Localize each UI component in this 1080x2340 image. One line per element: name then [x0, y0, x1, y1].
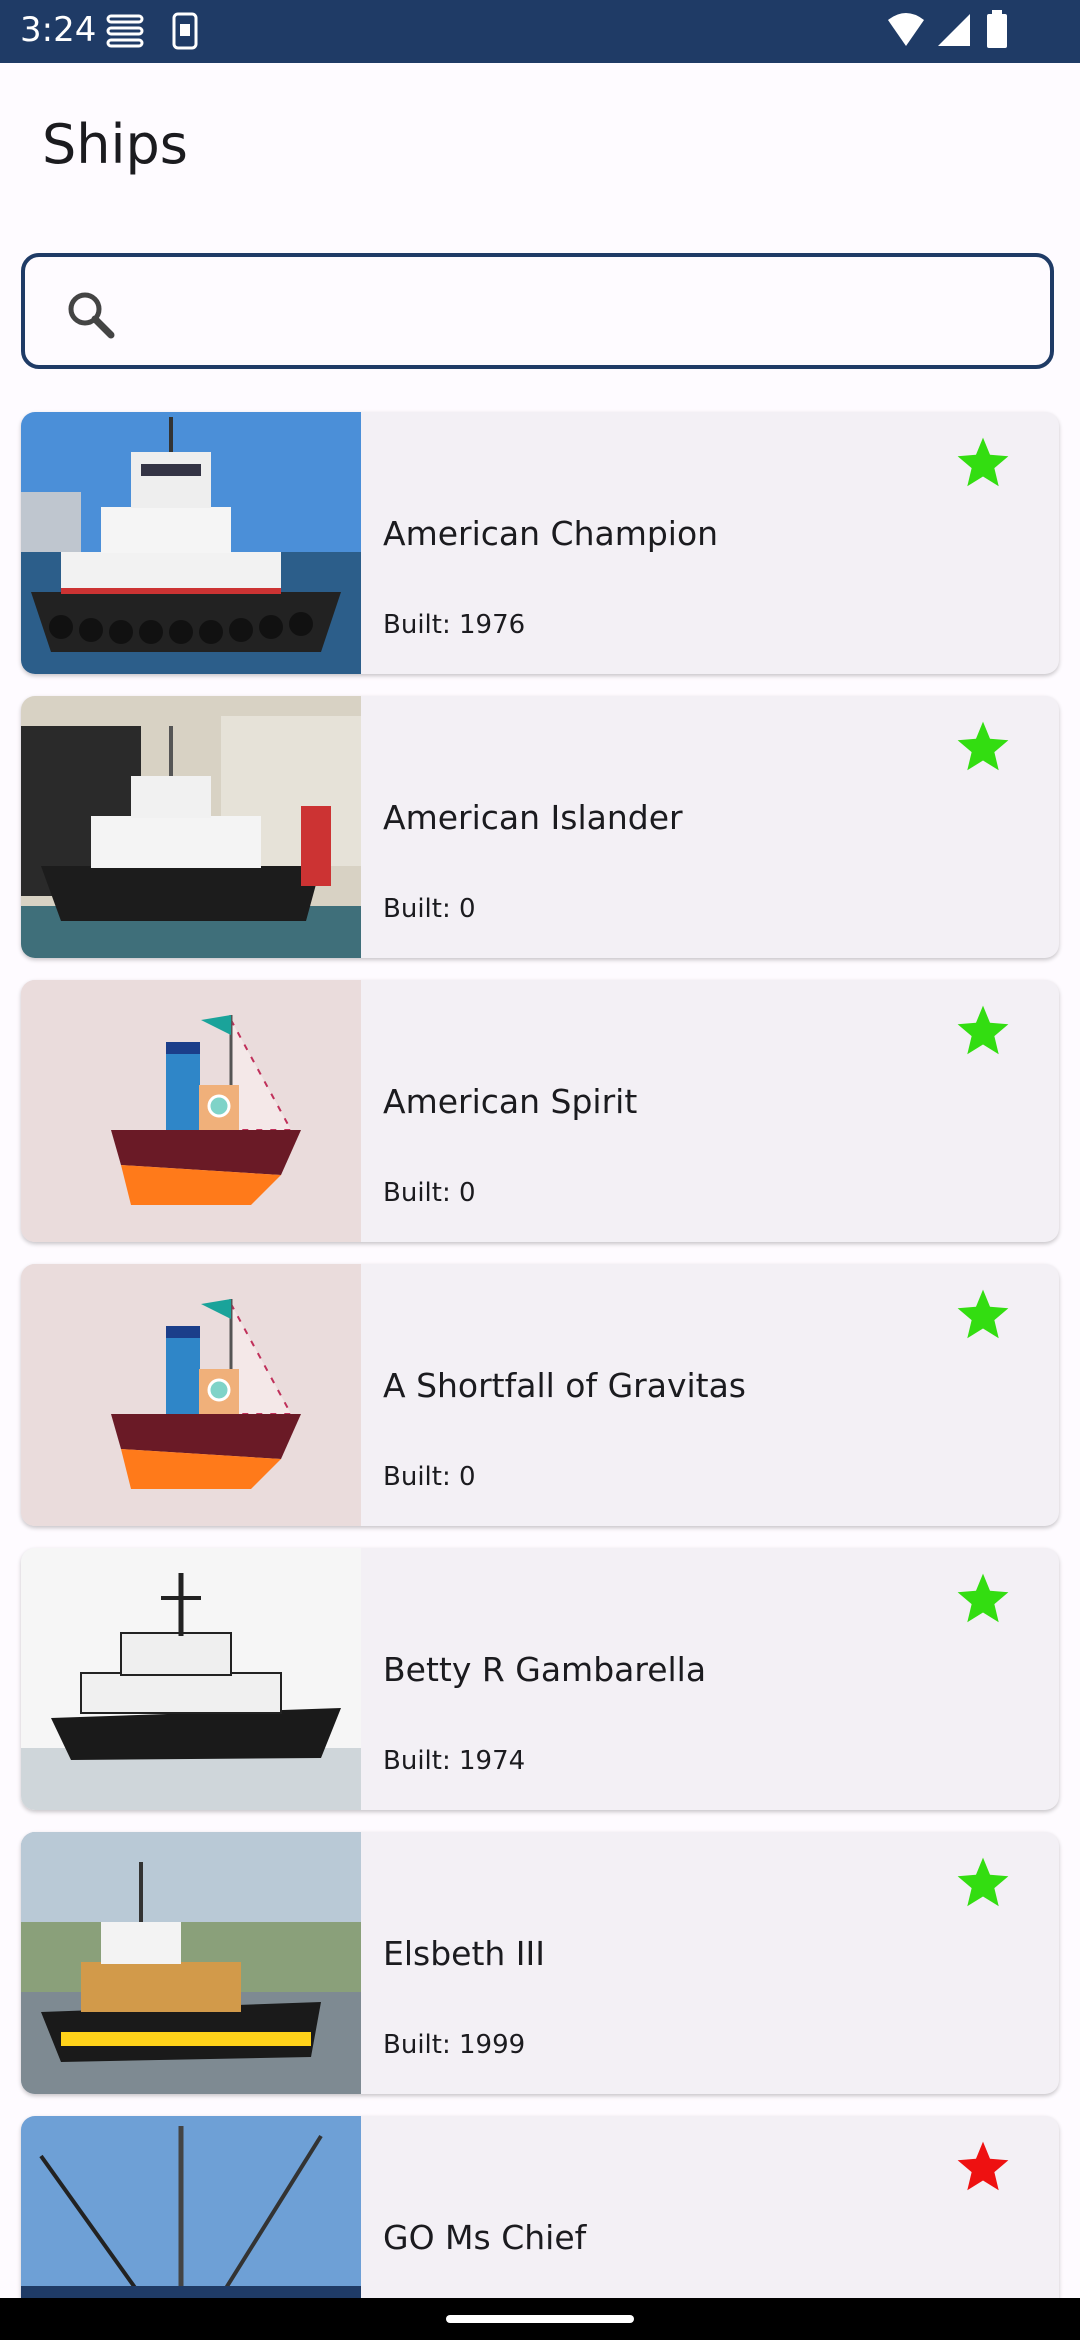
ship-name: GO Ms Chief: [383, 2218, 587, 2257]
ship-name: Elsbeth III: [383, 1934, 546, 1973]
favorite-star-icon[interactable]: [953, 1002, 1013, 1060]
ship-name: American Spirit: [383, 1082, 638, 1121]
sim-card-icon: [172, 12, 198, 50]
ship-built-year: Built: 0: [383, 1462, 476, 1492]
search-input[interactable]: [137, 277, 1021, 349]
search-bar[interactable]: [21, 253, 1054, 369]
ship-built-year: Built: 0: [383, 894, 476, 924]
ship-name: American Champion: [383, 514, 719, 553]
favorite-star-icon[interactable]: [953, 1854, 1013, 1912]
favorite-star-icon[interactable]: [953, 1286, 1013, 1344]
favorite-star-icon[interactable]: [953, 718, 1013, 776]
ship-card[interactable]: American Champion Built: 1976: [21, 412, 1059, 674]
ship-card[interactable]: A Shortfall of Gravitas Built: 0: [21, 1264, 1059, 1526]
favorite-star-icon[interactable]: [953, 1570, 1013, 1628]
page-title: Ships: [42, 113, 188, 176]
ship-card[interactable]: American Islander Built: 0: [21, 696, 1059, 958]
ship-card[interactable]: Elsbeth III Built: 1999: [21, 1832, 1059, 2094]
ship-name: Betty R Gambarella: [383, 1650, 707, 1689]
status-bar: 3:24: [0, 0, 1080, 63]
ship-name: A Shortfall of Gravitas: [383, 1366, 746, 1405]
data-transfer-icon: [106, 14, 144, 48]
ship-thumbnail: [21, 1548, 361, 1810]
ship-thumbnail: [21, 980, 361, 1242]
ship-thumbnail: [21, 1832, 361, 2094]
ship-card[interactable]: American Spirit Built: 0: [21, 980, 1059, 1242]
ship-name: American Islander: [383, 798, 683, 837]
favorite-star-icon[interactable]: [953, 2138, 1013, 2196]
ship-built-year: Built: 0: [383, 1178, 476, 1208]
favorite-star-icon[interactable]: [953, 434, 1013, 492]
ship-built-year: Built: 1999: [383, 2030, 526, 2060]
system-navigation-bar: [0, 2298, 1080, 2340]
home-gesture-handle[interactable]: [446, 2315, 634, 2323]
search-icon: [68, 292, 115, 339]
wifi-icon: [888, 13, 924, 46]
ship-built-year: Built: 1974: [383, 1746, 526, 1776]
battery-icon: [987, 10, 1007, 48]
ship-thumbnail: [21, 1264, 361, 1526]
ship-thumbnail: [21, 696, 361, 958]
ship-built-year: Built: 1976: [383, 610, 526, 640]
ship-card[interactable]: Betty R Gambarella Built: 1974: [21, 1548, 1059, 1810]
status-time: 3:24: [20, 10, 97, 50]
signal-icon: [938, 14, 970, 46]
ship-thumbnail: [21, 412, 361, 674]
